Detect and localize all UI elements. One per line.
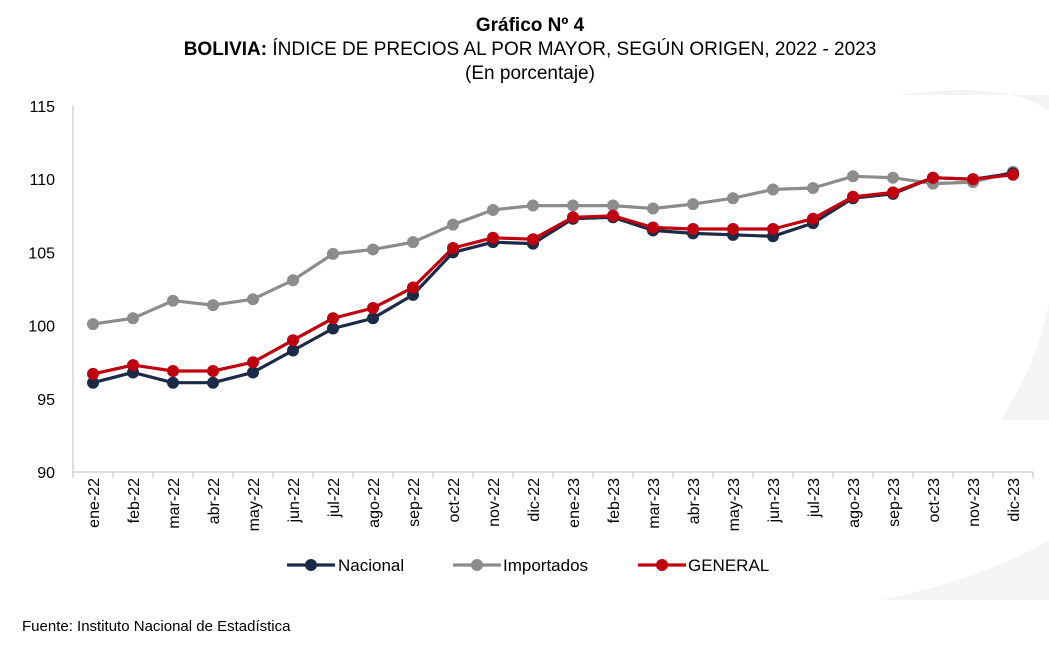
data-point-importados	[847, 170, 859, 183]
x-tick-label: dic-23	[1006, 478, 1023, 522]
x-tick-label: oct-22	[446, 478, 463, 523]
data-point-importados	[167, 294, 179, 307]
data-point-importados	[487, 203, 499, 216]
x-tick-label: sep-23	[886, 478, 903, 527]
data-point-importados	[727, 192, 739, 205]
data-point-general	[767, 222, 779, 235]
y-tick-label: 90	[37, 465, 55, 482]
data-point-importados	[367, 243, 379, 256]
chart-subtitle-country: BOLIVIA:	[183, 39, 268, 60]
data-point-importados	[247, 293, 259, 306]
data-point-general	[847, 190, 859, 203]
y-tick-label: 95	[37, 392, 55, 409]
x-tick-label: mar-22	[166, 478, 183, 529]
data-point-general	[407, 281, 419, 294]
x-tick-label: jul-23	[806, 478, 823, 518]
data-point-nacional	[367, 312, 379, 325]
data-point-general	[167, 364, 179, 377]
data-point-nacional	[167, 376, 179, 389]
data-point-importados	[87, 318, 99, 331]
data-point-general	[487, 231, 499, 244]
x-tick-label: may-22	[246, 478, 263, 531]
y-tick-label: 105	[28, 245, 55, 262]
x-tick-label: ago-22	[366, 478, 383, 528]
data-point-general	[607, 209, 619, 222]
data-point-nacional	[87, 376, 99, 389]
data-point-general	[127, 359, 139, 372]
x-tick-label: jul-22	[326, 478, 343, 518]
chart-units: (En porcentaje)	[465, 63, 595, 84]
data-point-importados	[887, 171, 899, 184]
data-point-importados	[287, 274, 299, 287]
x-tick-label: feb-22	[126, 478, 143, 523]
legend-label-nacional: Nacional	[338, 556, 404, 575]
data-point-general	[447, 242, 459, 255]
x-tick-label: ago-23	[846, 478, 863, 528]
legend-marker-general	[656, 559, 668, 571]
series-line-importados	[92, 170, 1014, 326]
source-note: Fuente: Instituto Nacional de Estadístic…	[22, 618, 291, 635]
data-point-general	[647, 221, 659, 234]
y-tick-label: 115	[29, 99, 55, 116]
x-tick-label: dic-22	[526, 478, 543, 522]
x-tick-label: ene-23	[566, 478, 583, 528]
x-tick-label: jun-23	[766, 478, 783, 524]
data-point-importados	[127, 312, 139, 325]
chart-title-block: Gráfico Nº 4 BOLIVIA: ÍNDICE DE PRECIOS …	[0, 14, 1049, 86]
data-point-nacional	[327, 322, 339, 335]
x-tick-label: oct-23	[926, 478, 943, 523]
data-point-importados	[447, 218, 459, 231]
data-point-general	[527, 233, 539, 246]
data-point-importados	[567, 199, 579, 212]
x-tick-label: nov-23	[966, 478, 983, 527]
data-point-general	[727, 222, 739, 235]
x-tick-label: feb-23	[606, 478, 623, 523]
chart-subtitle: BOLIVIA: ÍNDICE DE PRECIOS AL POR MAYOR,…	[0, 38, 1049, 62]
series-line-general	[92, 173, 1014, 376]
data-point-general	[87, 367, 99, 380]
data-point-general	[367, 302, 379, 315]
data-point-nacional	[247, 366, 259, 379]
x-tick-label: sep-22	[406, 478, 423, 527]
x-tick-label: abr-23	[686, 478, 703, 524]
data-point-importados	[207, 299, 219, 312]
data-point-general	[567, 211, 579, 224]
x-tick-label: jun-22	[286, 478, 303, 524]
legend-label-importados: Importados	[503, 556, 588, 575]
data-point-general	[967, 173, 979, 186]
data-point-general	[687, 222, 699, 235]
data-point-general	[807, 212, 819, 225]
data-point-importados	[607, 199, 619, 212]
y-tick-label: 100	[28, 319, 55, 336]
data-point-general	[327, 312, 339, 325]
data-point-importados	[767, 183, 779, 196]
legend-marker-importados	[471, 559, 483, 571]
data-point-importados	[407, 236, 419, 249]
data-point-general	[927, 171, 939, 184]
x-tick-label: may-23	[726, 478, 743, 531]
data-point-nacional	[287, 344, 299, 357]
x-tick-label: ene-22	[86, 478, 103, 528]
chart-title: Gráfico Nº 4	[475, 15, 585, 36]
data-point-general	[887, 186, 899, 199]
data-point-general	[247, 356, 259, 369]
legend-label-general: GENERAL	[688, 556, 769, 575]
data-point-importados	[527, 199, 539, 212]
data-point-general	[1007, 168, 1019, 181]
legend-marker-nacional	[305, 559, 317, 571]
y-tick-label: 110	[29, 172, 55, 189]
data-point-nacional	[207, 376, 219, 389]
data-point-general	[207, 364, 219, 377]
chart-subtitle-text: ÍNDICE DE PRECIOS AL POR MAYOR, SEGÚN OR…	[267, 39, 877, 60]
data-point-importados	[327, 247, 339, 260]
data-point-importados	[807, 181, 819, 194]
data-point-general	[287, 334, 299, 347]
data-point-importados	[647, 202, 659, 215]
x-tick-label: nov-22	[486, 478, 503, 527]
data-point-importados	[687, 198, 699, 211]
x-tick-label: mar-23	[646, 478, 663, 529]
x-tick-label: abr-22	[206, 478, 223, 524]
